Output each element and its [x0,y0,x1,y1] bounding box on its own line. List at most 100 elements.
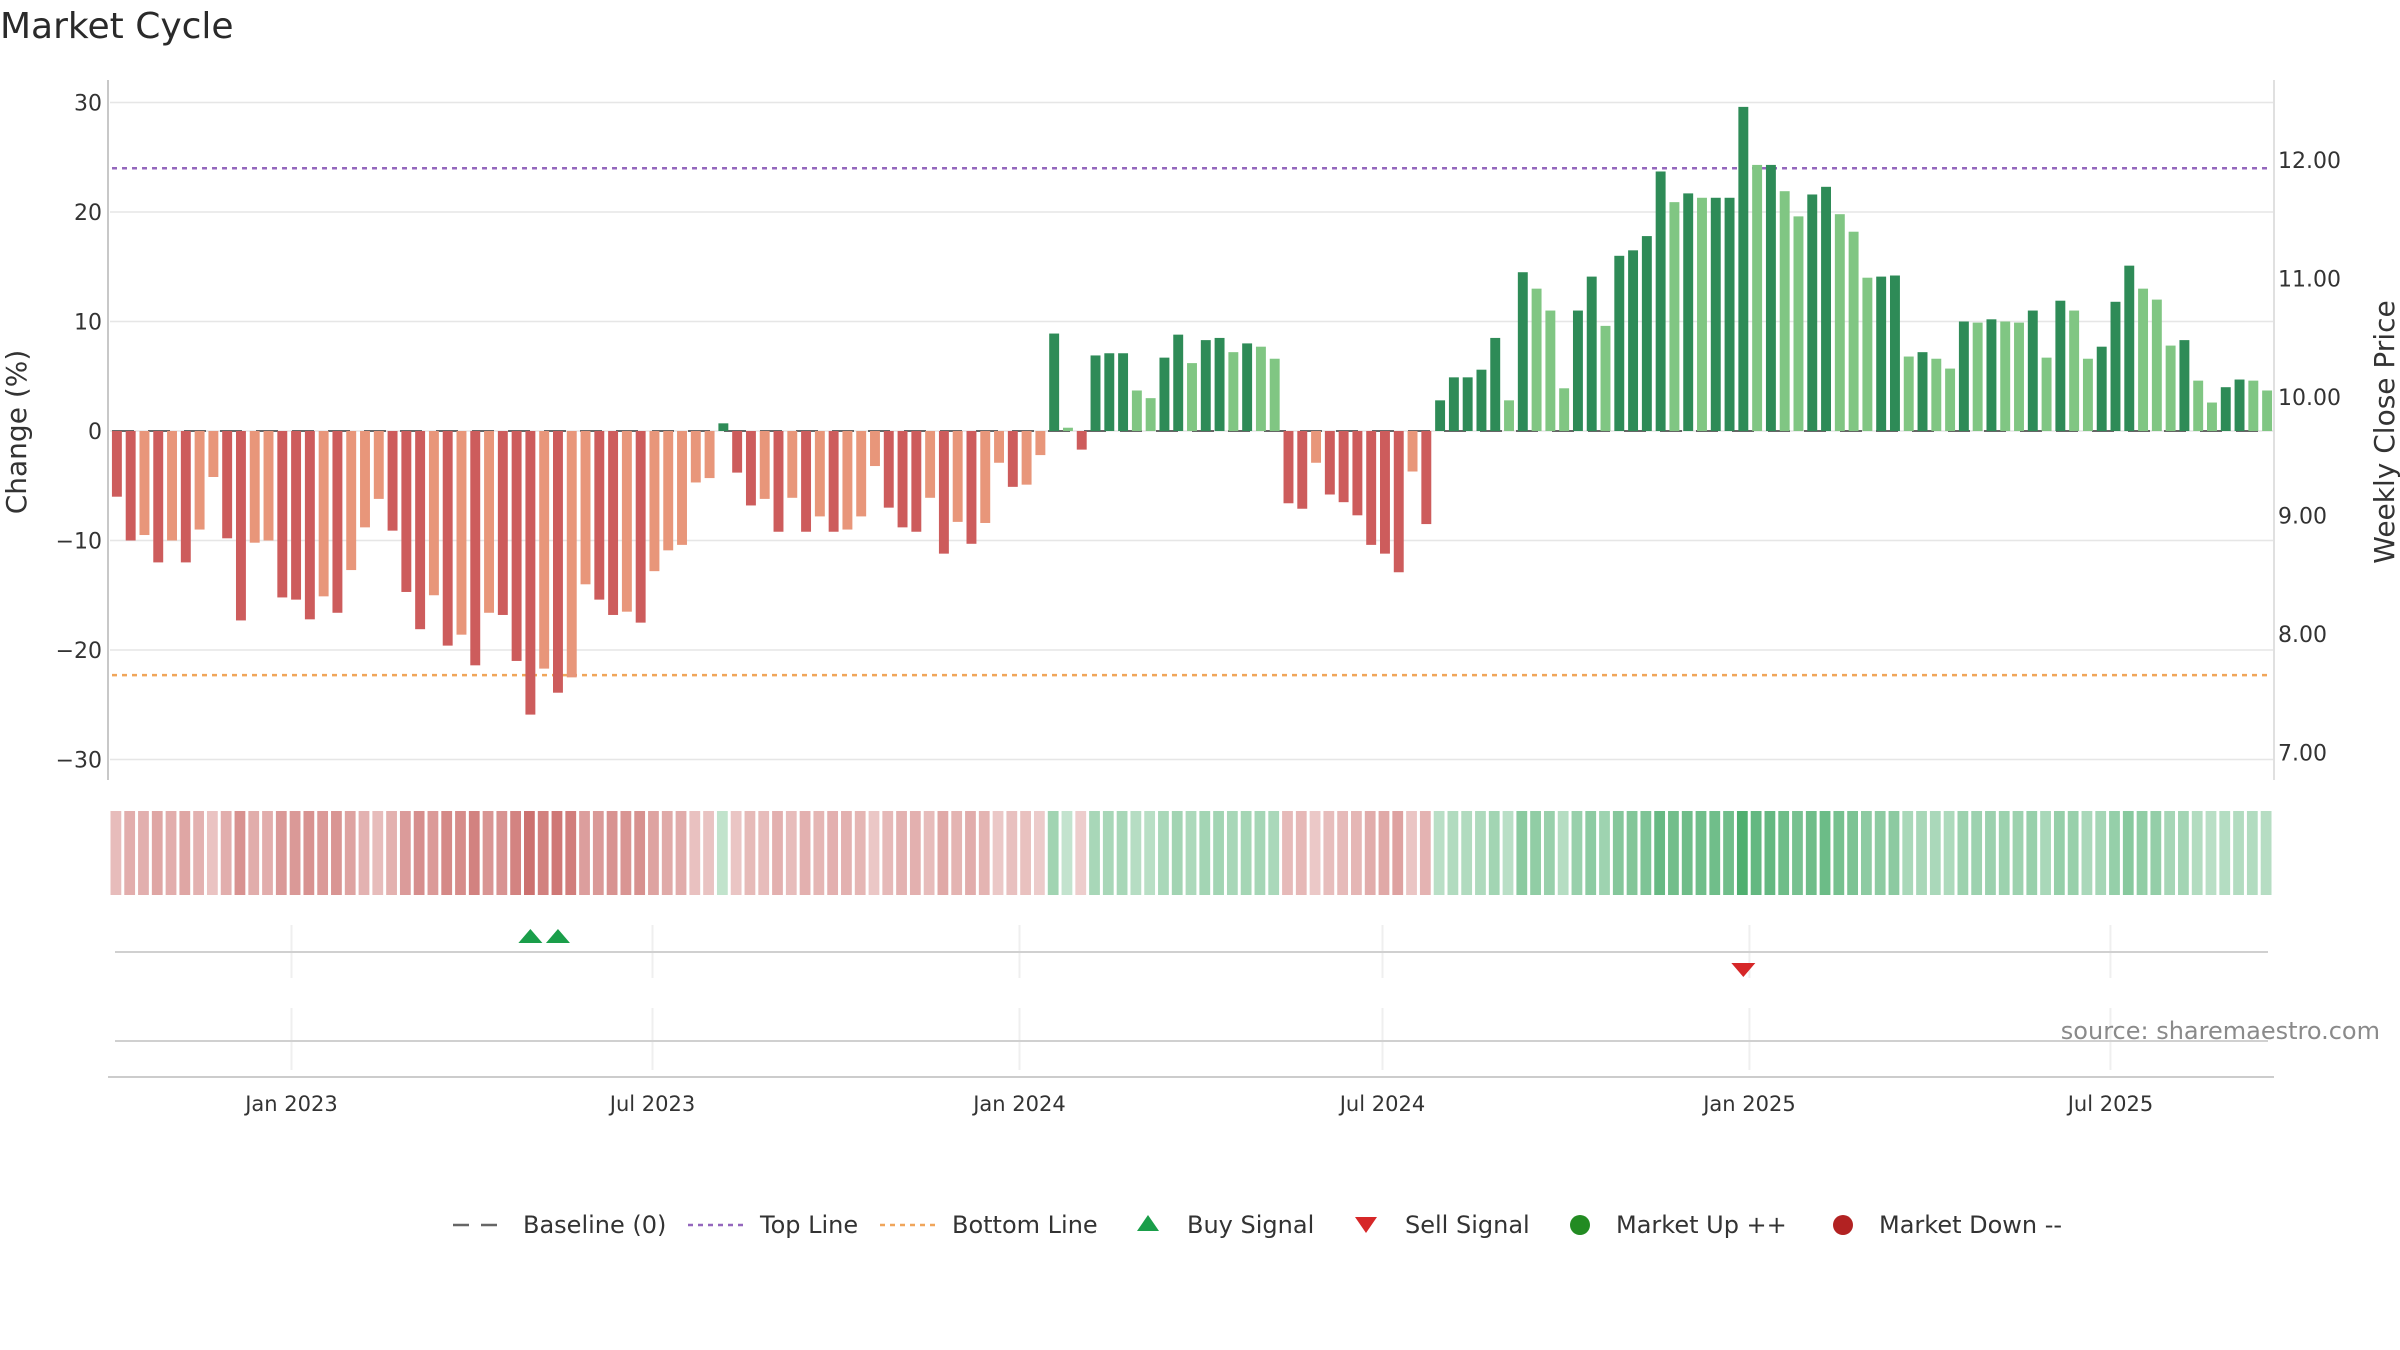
legend-item: Baseline (0) [453,1211,666,1239]
bar [235,431,246,621]
left-y-tick-label: 0 [88,420,102,445]
bar [897,431,908,528]
heat-cell [1640,811,1652,895]
bar [1614,255,1625,431]
bar [539,431,550,669]
right-y-tick-label: 10.00 [2278,386,2341,411]
heat-cell [510,811,522,895]
heat-cell [978,811,990,895]
bar [1145,398,1156,431]
bar [2262,390,2273,431]
heat-cell [179,811,191,895]
legend-label: Buy Signal [1187,1211,1314,1239]
heat-cell [620,811,632,895]
heat-cell [716,811,728,895]
bar [1821,186,1832,431]
bar [153,431,164,563]
heat-cell [565,811,577,895]
legend: Baseline (0) Top Line Bottom Line Buy Signa… [453,1211,2062,1239]
bar [442,431,453,646]
bar [663,431,674,551]
bar [1448,377,1459,431]
bar [1986,319,1997,431]
heat-cell [372,811,384,895]
bar [1917,352,1928,431]
heat-cell [1750,811,1762,895]
heat-cell [1130,811,1142,895]
heat-cell [2122,811,2134,895]
heat-cell [758,811,770,895]
left-y-tick-label: −30 [56,749,102,774]
heat-cell [1599,811,1610,895]
heat-cell [2205,811,2217,895]
right-y-tick-label: 7.00 [2278,742,2327,767]
heat-cell [965,811,976,895]
bar [2207,402,2217,431]
heat-cell [1902,811,1914,895]
heat-cell [1585,811,1597,895]
heat-cell [262,811,273,895]
heat-cell [1171,811,1183,895]
bar [373,431,384,499]
bar [1531,288,1542,431]
heat-cell [2053,811,2065,895]
bar [387,431,398,531]
heat-cell [799,811,811,895]
bar [732,431,743,473]
heat-cell [2095,811,2107,895]
bar [1228,352,1239,431]
bar [1255,346,1266,431]
bar [966,431,977,544]
bar [249,431,260,543]
bar [525,431,536,715]
bar [911,431,922,532]
bar [1366,431,1377,545]
heat-cell [413,811,425,895]
heat-cell [1723,811,1734,895]
left-y-axis-title: Change (%) [0,350,33,515]
bar [1931,358,1942,431]
bar [994,431,1004,463]
heat-cell [124,811,136,895]
heat-cell [289,811,301,895]
heat-cell [744,811,756,895]
bar [1738,106,1749,431]
heat-cell [1888,811,1900,895]
bar [1118,353,1129,431]
bar [980,431,991,523]
bar [1876,276,1887,431]
x-tick-labels: Jan 2023 Jul 2023 Jan 2024 Jul 2024 Jan 2025… [243,1092,2153,1116]
heat-cell [1778,811,1790,895]
bar [1765,164,1776,432]
heat-cell [1488,811,1500,895]
left-y-tick-label: 20 [74,201,102,226]
heat-cell [1433,811,1445,895]
heat-cell [703,811,714,895]
heat-cell [386,811,397,895]
heat-cell [937,811,949,895]
heat-cell [689,811,701,895]
bar [1572,310,1583,431]
heat-cell [151,811,163,895]
right-y-tick-label: 12.00 [2278,149,2341,174]
bar [801,431,812,532]
bar [1421,431,1432,525]
left-y-tick-label: −20 [56,639,102,664]
heat-cell [1158,811,1169,895]
heat-cell [1764,811,1776,895]
bar [1945,368,1956,431]
heat-cell [524,811,535,895]
bar [1669,202,1680,431]
heat-cell [1323,811,1335,895]
heat-cell [1006,811,1018,895]
heat-cell [496,811,508,895]
heat-cell [551,811,563,895]
legend-item: Market Down -- [1833,1211,2062,1239]
bar [167,431,177,541]
bar [1972,322,1983,431]
bar [580,431,591,585]
legend-market-down-icon [1833,1215,1853,1235]
heat-cell [868,811,880,895]
bar [2014,322,2024,431]
left-y-tick-label: −10 [56,530,102,555]
